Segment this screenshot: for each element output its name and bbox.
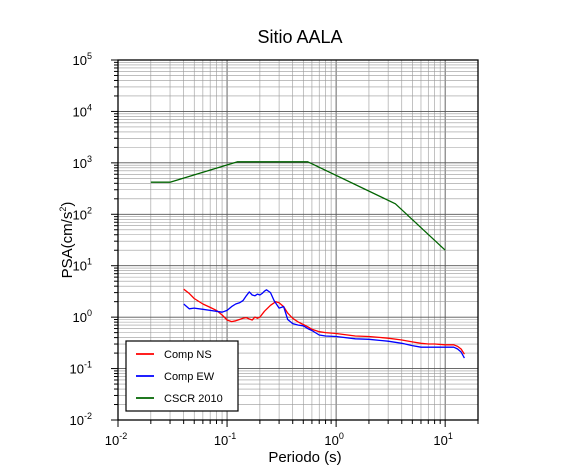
y-tick-label: 100	[73, 308, 92, 325]
legend: Comp NS Comp EW CSCR 2010	[125, 340, 239, 412]
series-line-cscr-2010	[150, 161, 446, 251]
y-axis-label: PSA(cm/s2)	[58, 202, 76, 279]
y-tick-label: 104	[73, 102, 92, 119]
x-tick-label: 10-2	[105, 431, 127, 448]
legend-label: CSCR 2010	[164, 393, 223, 405]
x-tick-label: 101	[433, 431, 452, 448]
chart-title: Sitio AALA	[257, 27, 342, 47]
series-line-comp-ew	[183, 289, 465, 359]
grid	[117, 59, 479, 421]
plot-frame	[117, 59, 479, 421]
x-axis-label: Periodo (s)	[268, 449, 341, 466]
legend-label: Comp NS	[164, 349, 212, 361]
series-layer	[150, 161, 465, 359]
y-tick-label: 10-2	[70, 411, 92, 428]
y-tick-label: 10-1	[70, 360, 92, 377]
x-tick-label: 100	[324, 431, 343, 448]
x-tick-label: 10-1	[214, 431, 236, 448]
y-tick-label: 103	[73, 154, 92, 171]
legend-label: Comp EW	[164, 371, 215, 383]
y-tick-label: 105	[73, 51, 92, 68]
